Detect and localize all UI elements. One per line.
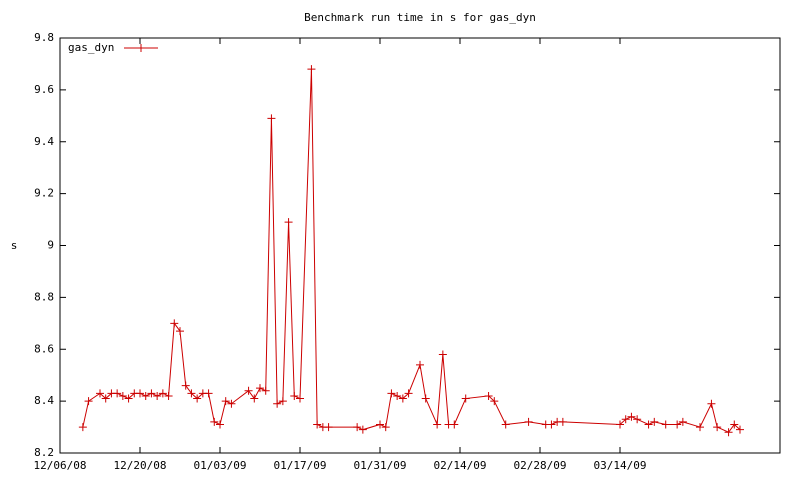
y-tick-label: 9 [47,239,54,252]
point [644,420,653,429]
point [113,389,122,398]
point [147,389,156,398]
point [84,397,93,406]
point [244,386,253,395]
point [204,389,213,398]
point [124,394,133,403]
point [450,420,459,429]
point [433,420,442,429]
point [278,397,287,406]
point [421,394,430,403]
point [438,350,447,359]
point [490,397,499,406]
point [324,423,333,432]
point [313,420,322,429]
point [210,417,219,426]
y-tick-label: 8.2 [34,446,54,459]
x-tick-label: 01/03/09 [194,459,247,472]
point [256,384,264,393]
point [296,394,304,403]
point [547,420,556,429]
point [678,417,687,426]
x-tick-label: 01/31/09 [354,459,407,472]
point [724,428,733,437]
legend-label: gas_dyn [68,41,114,54]
y-tick-label: 9.4 [34,135,54,148]
x-tick-label: 03/14/09 [594,459,647,472]
point [273,399,282,408]
x-tick-label: 12/20/08 [114,459,167,472]
x-tick-label: 02/14/09 [434,459,487,472]
point [696,423,704,432]
point [290,391,299,400]
point [353,423,362,432]
point [136,389,144,398]
point [193,394,202,403]
point [96,389,104,398]
point [284,218,293,227]
point [78,423,87,432]
point [616,420,624,429]
point [381,423,390,432]
point [627,412,636,421]
x-tick-label: 01/17/09 [274,459,327,472]
point [118,391,127,400]
data-line [82,69,741,433]
point [713,423,722,432]
x-tick-label: 02/28/09 [514,459,567,472]
point [673,420,682,429]
y-axis-label: s [11,239,18,252]
point [227,399,236,408]
point [261,386,270,395]
point [416,360,424,369]
point [170,319,179,328]
point [707,399,716,408]
point [176,327,184,336]
point [650,417,659,426]
y-tick-label: 9.8 [34,31,54,44]
point [524,417,533,426]
y-tick-label: 9.6 [34,83,54,96]
x-tick-label: 12/06/08 [34,459,87,472]
y-tick-label: 8.4 [34,394,54,407]
point [216,420,224,429]
point [221,397,230,406]
point [398,394,407,403]
point [730,420,739,429]
point [621,415,630,424]
point [164,391,173,400]
legend-marker [137,44,145,52]
point [484,391,493,400]
point [101,394,110,403]
point [558,417,567,426]
point [376,420,384,429]
chart-title: Benchmark run time in s for gas_dyn [304,11,536,24]
point [387,389,396,398]
point [250,394,259,403]
point [501,420,510,429]
point [187,389,196,398]
point [633,415,642,424]
point [736,425,744,434]
point [307,65,316,74]
y-tick-label: 8.6 [34,342,54,355]
point [404,389,413,398]
point [267,114,276,123]
point [141,391,150,400]
plot-frame [59,37,781,454]
point [461,394,470,403]
point [158,389,167,398]
point [393,391,402,400]
point [181,381,190,390]
y-tick-label: 9.2 [34,187,54,200]
point [153,391,162,400]
point [358,425,367,434]
y-tick-label: 8.8 [34,290,54,303]
point [661,420,670,429]
